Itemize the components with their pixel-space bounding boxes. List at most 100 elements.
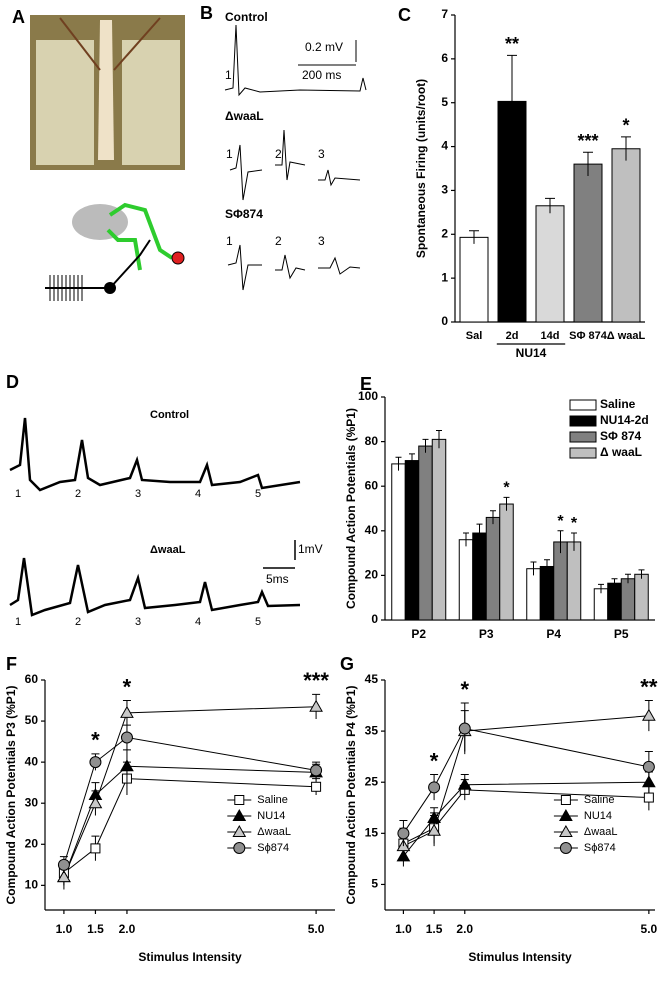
x-tick-label: SΦ 874 [569,330,608,342]
photo [30,15,185,170]
bar [573,163,603,323]
marker [309,699,323,712]
line [63,765,317,878]
trace-number: 3 [135,616,141,628]
trace-label: Control [225,10,268,24]
legend-label: ΔwaaL [257,826,291,838]
line [402,727,649,834]
error-bar [490,510,496,525]
trace-number: 3 [318,147,325,161]
error-bar [469,230,479,244]
marker [397,827,410,840]
bar [553,541,568,621]
trace-number: 4 [195,616,201,628]
y-tick-label: 5 [371,877,378,891]
legend-swatch [569,399,597,411]
y-axis-label: Compound Action Potentials P4 (%P1) [344,686,358,905]
error-bar [544,559,550,574]
significance: *** [303,668,329,693]
trace-number: 5 [255,488,261,500]
significance: *** [577,131,598,151]
x-tick-label: P3 [479,627,494,641]
panel-label: A [12,7,25,27]
legend-swatch [569,447,597,459]
marker [642,708,656,721]
trace-number: 4 [195,488,201,500]
line [403,781,649,857]
trace-number: 2 [275,234,282,248]
trace-number: 5 [255,616,261,628]
x-tick-label: 1.5 [87,922,104,936]
legend-label: Sϕ874 [257,842,289,854]
legend-label: Saline [600,397,636,411]
significance: ** [505,34,519,54]
marker [458,722,471,735]
significance: * [460,677,469,702]
legend-marker [233,842,246,854]
error-bar [530,561,537,576]
line [63,706,317,878]
trace-number: 2 [75,616,81,628]
bar [485,516,501,621]
y-tick-label: 6 [441,51,448,65]
marker [120,759,134,772]
legend-marker [559,842,572,854]
bar [634,573,649,621]
marker [310,764,323,777]
legend-label: Δ waaL [600,445,642,459]
y-tick-label: 1 [441,270,448,284]
y-tick-label: 60 [25,672,39,686]
y-tick-label: 4 [441,139,448,153]
bar [539,565,555,621]
panel-label: C [398,5,411,25]
bar [566,541,582,621]
x-tick-label: 14d [541,330,560,342]
y-tick-label: 25 [365,774,379,788]
significance: * [622,116,629,136]
legend-label: NU14 [257,810,285,822]
marker [88,796,103,809]
significance: * [571,515,578,532]
legend-label: Saline [257,794,288,806]
group-label: NU14 [516,346,547,360]
bar [535,205,565,323]
legend-label: SΦ 874 [600,429,642,443]
marker [427,823,441,836]
error-bar [571,532,577,551]
y-tick-label: 2 [441,226,448,240]
marker [311,781,322,792]
y-axis-label: Spontaneous Firing (units/root) [414,79,428,258]
y-axis-label: Compound Action Potentials (%P1) [344,408,358,609]
traces-d [9,417,301,617]
error-bar [409,453,415,468]
trace-number: 1 [226,147,233,161]
line [63,736,317,865]
x-axis-label: Stimulus Intensity [468,950,572,964]
scale-label: 1mV [298,542,323,556]
error-bar [463,532,469,547]
diagram [45,202,185,301]
legend-label: Sϕ874 [584,842,616,854]
y-tick-label: 35 [365,723,379,737]
error-bar [638,569,645,579]
bar [459,236,489,323]
trace-number: 2 [275,147,282,161]
y-tick-label: 0 [371,612,378,626]
legend-marker [559,824,573,837]
legend-marker [560,795,571,805]
significance: * [123,674,132,699]
trace-number: 1 [15,488,21,500]
error-bar [545,197,555,214]
bar [458,539,474,621]
significance: * [557,513,564,530]
legend-label: ΔwaaL [584,826,618,838]
marker [57,858,70,871]
error-bar [598,583,604,594]
scale-label: 5ms [266,572,289,586]
x-tick-label: 5.0 [641,922,658,936]
panel-label: B [200,3,213,23]
legend-swatch [569,431,597,443]
y-tick-label: 40 [365,523,379,537]
error-bar [476,523,483,542]
error-bar [436,429,442,449]
